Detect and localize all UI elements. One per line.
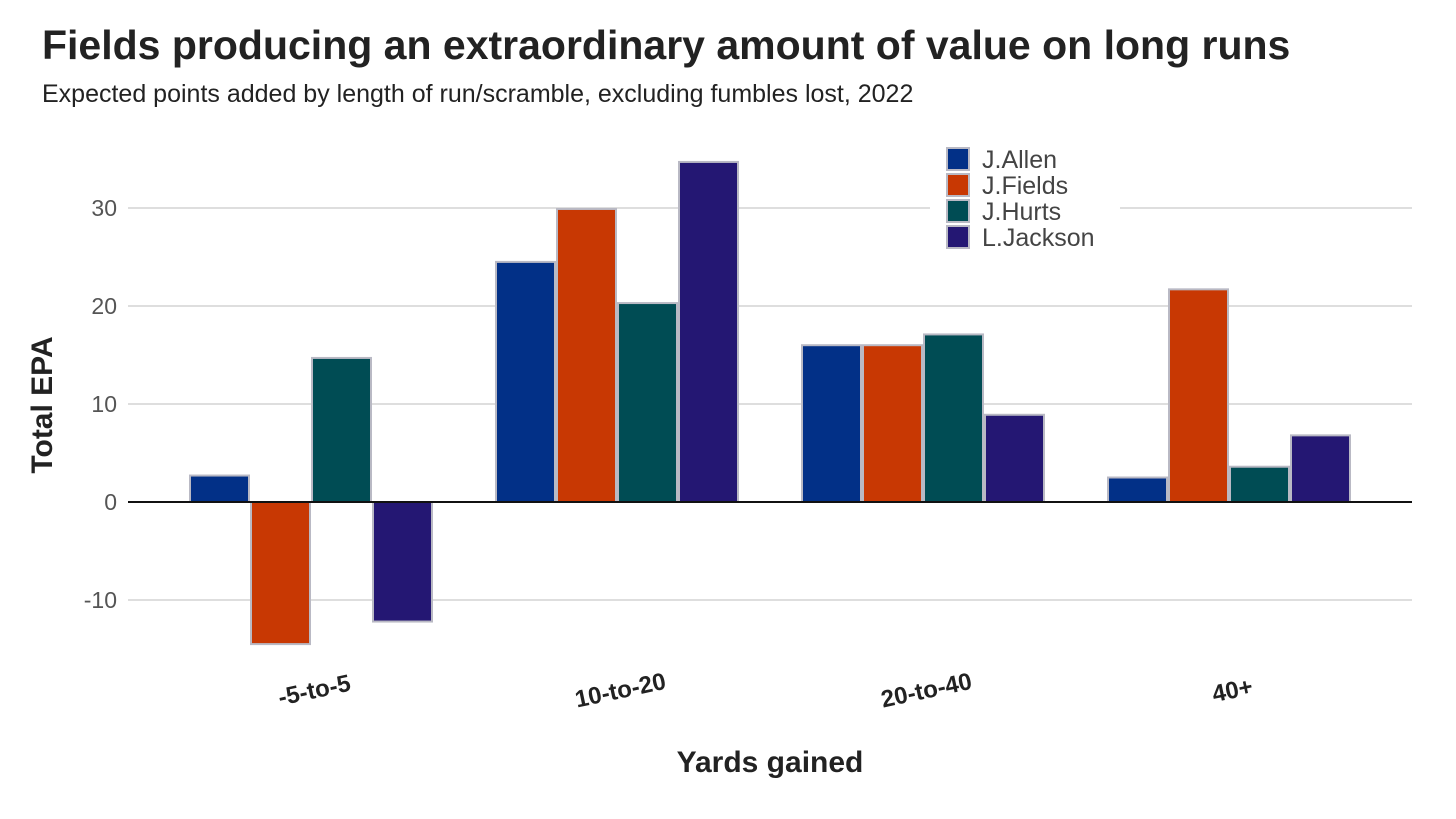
y-tick-label: 10 xyxy=(91,391,117,417)
legend-swatch xyxy=(946,225,970,249)
y-axis-title: Total EPA xyxy=(26,336,59,473)
legend-swatch xyxy=(946,199,970,223)
legend-swatch xyxy=(946,147,970,171)
bar-l-jackson-0 xyxy=(372,501,433,623)
y-tick-label: 30 xyxy=(91,195,117,221)
x-tick-label: 20-to-40 xyxy=(879,668,975,714)
bar-j-allen-0 xyxy=(189,474,250,504)
bar-l-jackson-3 xyxy=(1290,434,1351,503)
x-tick-label: -5-to-5 xyxy=(276,670,353,712)
bar-l-jackson-2 xyxy=(984,413,1045,503)
bar-j-fields-0 xyxy=(250,501,311,646)
x-tick-label: 10-to-20 xyxy=(573,668,669,714)
x-axis-title: Yards gained xyxy=(677,746,864,779)
bar-l-jackson-1 xyxy=(678,160,739,503)
legend-label: J.Allen xyxy=(982,146,1057,174)
y-tick-labels: -10 0 10 20 30 xyxy=(84,195,117,613)
bar-j-hurts-3 xyxy=(1229,465,1290,503)
chart-subtitle: Expected points added by length of run/s… xyxy=(42,80,914,108)
bar-j-hurts-0 xyxy=(311,356,372,503)
bar-j-fields-1 xyxy=(556,207,617,503)
y-tick-label: -10 xyxy=(84,587,117,613)
bar-j-fields-3 xyxy=(1168,288,1229,503)
bar-j-allen-3 xyxy=(1107,476,1168,503)
bars xyxy=(189,160,1351,646)
legend-label: J.Hurts xyxy=(982,198,1061,226)
bar-j-fields-2 xyxy=(862,344,923,504)
chart-title: Fields producing an extraordinary amount… xyxy=(42,22,1291,68)
bar-j-allen-1 xyxy=(495,260,556,503)
legend-label: L.Jackson xyxy=(982,224,1095,252)
y-tick-label: 0 xyxy=(104,489,117,515)
y-tick-label: 20 xyxy=(91,293,117,319)
legend-label: J.Fields xyxy=(982,172,1068,200)
x-tick-label: 40+ xyxy=(1210,673,1255,708)
bar-j-hurts-1 xyxy=(617,302,678,503)
bar-j-allen-2 xyxy=(801,344,862,504)
bar-j-hurts-2 xyxy=(923,333,984,504)
legend-swatch xyxy=(946,173,970,197)
x-tick-labels: -5-to-5 10-to-20 20-to-40 40+ xyxy=(276,668,1255,714)
